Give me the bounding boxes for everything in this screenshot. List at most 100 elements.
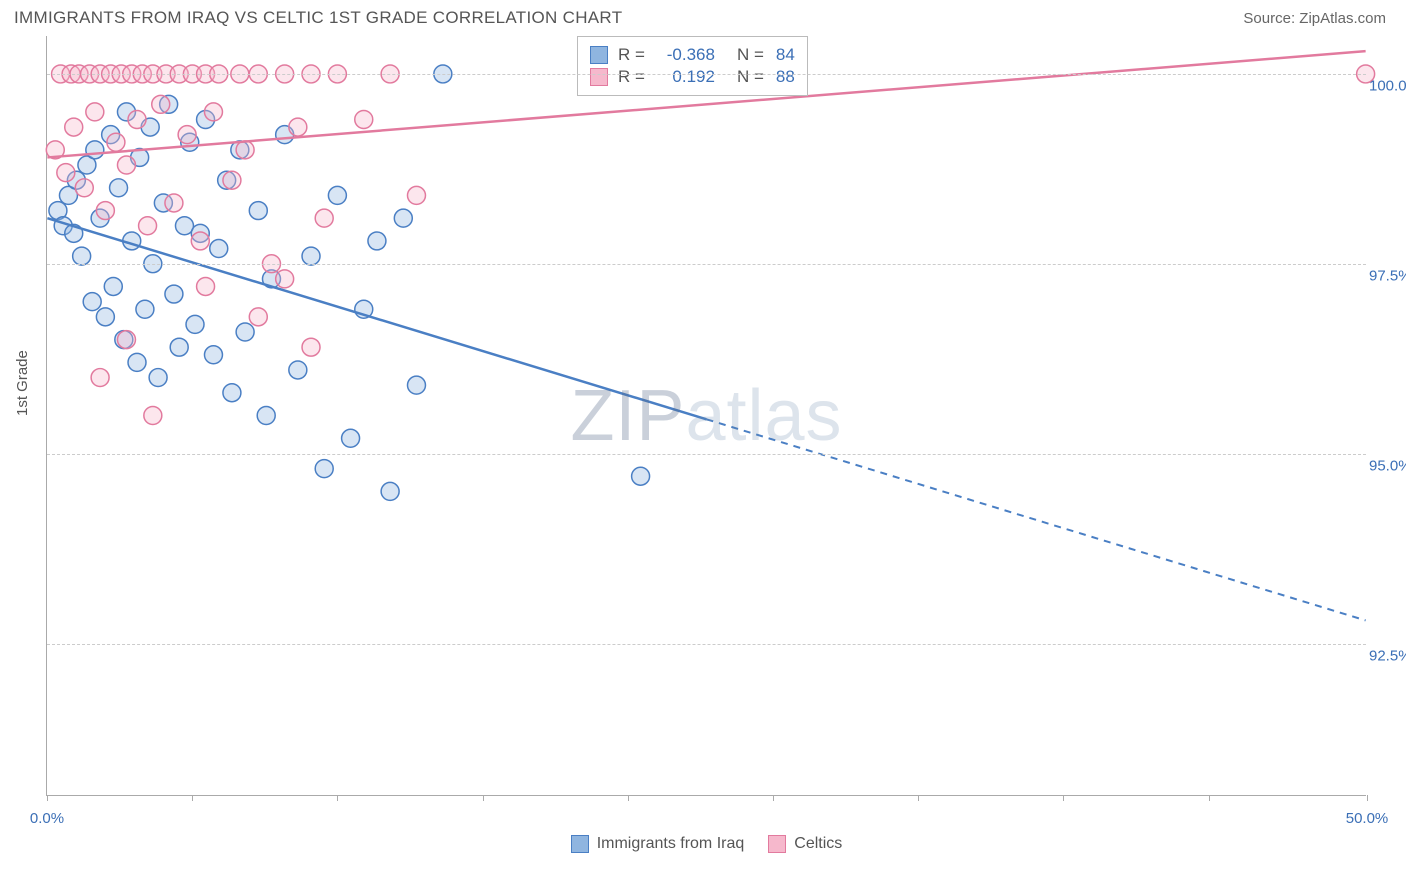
legend-swatch: [768, 835, 786, 853]
data-point: [197, 277, 215, 295]
chart-source: Source: ZipAtlas.com: [1243, 10, 1386, 27]
data-point: [289, 361, 307, 379]
legend-swatch: [590, 46, 608, 64]
data-point: [73, 247, 91, 265]
data-point: [96, 308, 114, 326]
y-tick-label: 95.0%: [1369, 458, 1406, 475]
data-point: [315, 209, 333, 227]
x-tick: [337, 795, 338, 801]
r-value: -0.368: [657, 45, 715, 65]
n-value: 88: [776, 67, 795, 87]
n-value: 84: [776, 45, 795, 65]
r-label: R =: [618, 45, 645, 65]
data-point: [257, 407, 275, 425]
data-point: [165, 194, 183, 212]
legend-label: Celtics: [794, 835, 842, 853]
data-point: [65, 118, 83, 136]
chart-container: 1st Grade ZIPatlas R =-0.368N =84R =0.19…: [34, 36, 1388, 796]
data-point: [117, 156, 135, 174]
data-point: [128, 111, 146, 129]
data-point: [91, 369, 109, 387]
data-point: [328, 186, 346, 204]
data-point: [128, 353, 146, 371]
data-point: [210, 240, 228, 258]
x-tick: [628, 795, 629, 801]
legend-stat-row: R = 0.192 N = 88: [590, 67, 795, 87]
data-point: [139, 217, 157, 235]
data-point: [144, 407, 162, 425]
data-point: [407, 186, 425, 204]
data-point: [407, 376, 425, 394]
data-point: [236, 141, 254, 159]
data-point: [170, 338, 188, 356]
data-point: [394, 209, 412, 227]
data-point: [117, 331, 135, 349]
x-tick: [1209, 795, 1210, 801]
plot-area: ZIPatlas R =-0.368N =84R =0.192N =88 Imm…: [46, 36, 1366, 796]
x-tick: [483, 795, 484, 801]
data-point: [178, 126, 196, 144]
gridline: [47, 74, 1366, 75]
correlation-legend: R = -0.368 N = 84 R = 0.192 N = 88: [577, 36, 808, 96]
x-tick: [47, 795, 48, 801]
data-point: [276, 270, 294, 288]
x-tick: [773, 795, 774, 801]
data-point: [302, 247, 320, 265]
legend-item: Celtics: [768, 835, 842, 853]
data-point: [186, 315, 204, 333]
data-point: [57, 164, 75, 182]
data-point: [86, 141, 104, 159]
data-point: [83, 293, 101, 311]
legend-item: Immigrants from Iraq: [571, 835, 745, 853]
data-point: [107, 133, 125, 151]
data-point: [236, 323, 254, 341]
data-point: [342, 429, 360, 447]
x-tick-label: 50.0%: [1346, 810, 1389, 827]
trend-line-dashed: [707, 419, 1366, 620]
chart-title: IMMIGRANTS FROM IRAQ VS CELTIC 1ST GRADE…: [14, 8, 622, 28]
data-point: [289, 118, 307, 136]
legend-swatch: [590, 68, 608, 86]
x-tick-label: 0.0%: [30, 810, 64, 827]
data-point: [149, 369, 167, 387]
data-point: [152, 95, 170, 113]
data-point: [355, 111, 373, 129]
y-tick-label: 92.5%: [1369, 648, 1406, 665]
data-point: [368, 232, 386, 250]
data-point: [249, 202, 267, 220]
data-point: [223, 384, 241, 402]
r-value: 0.192: [657, 67, 715, 87]
x-tick: [918, 795, 919, 801]
gridline: [47, 264, 1366, 265]
x-tick: [1063, 795, 1064, 801]
n-label: N =: [737, 45, 764, 65]
series-legend: Immigrants from Iraq Celtics: [47, 835, 1366, 853]
gridline: [47, 454, 1366, 455]
y-axis-label: 1st Grade: [14, 350, 31, 416]
y-tick-label: 100.0%: [1369, 78, 1406, 95]
data-point: [204, 346, 222, 364]
data-point: [191, 232, 209, 250]
data-point: [104, 277, 122, 295]
data-point: [632, 467, 650, 485]
gridline: [47, 644, 1366, 645]
data-point: [302, 338, 320, 356]
data-point: [96, 202, 114, 220]
x-tick: [192, 795, 193, 801]
plot-svg: [47, 36, 1366, 795]
data-point: [223, 171, 241, 189]
data-point: [136, 300, 154, 318]
r-label: R =: [618, 67, 645, 87]
data-point: [75, 179, 93, 197]
data-point: [86, 103, 104, 121]
data-point: [110, 179, 128, 197]
data-point: [249, 308, 267, 326]
n-label: N =: [737, 67, 764, 87]
chart-header: IMMIGRANTS FROM IRAQ VS CELTIC 1ST GRADE…: [0, 0, 1406, 34]
data-point: [165, 285, 183, 303]
legend-stat-row: R = -0.368 N = 84: [590, 45, 795, 65]
y-tick-label: 97.5%: [1369, 268, 1406, 285]
legend-swatch: [571, 835, 589, 853]
legend-label: Immigrants from Iraq: [597, 835, 745, 853]
x-tick: [1367, 795, 1368, 801]
